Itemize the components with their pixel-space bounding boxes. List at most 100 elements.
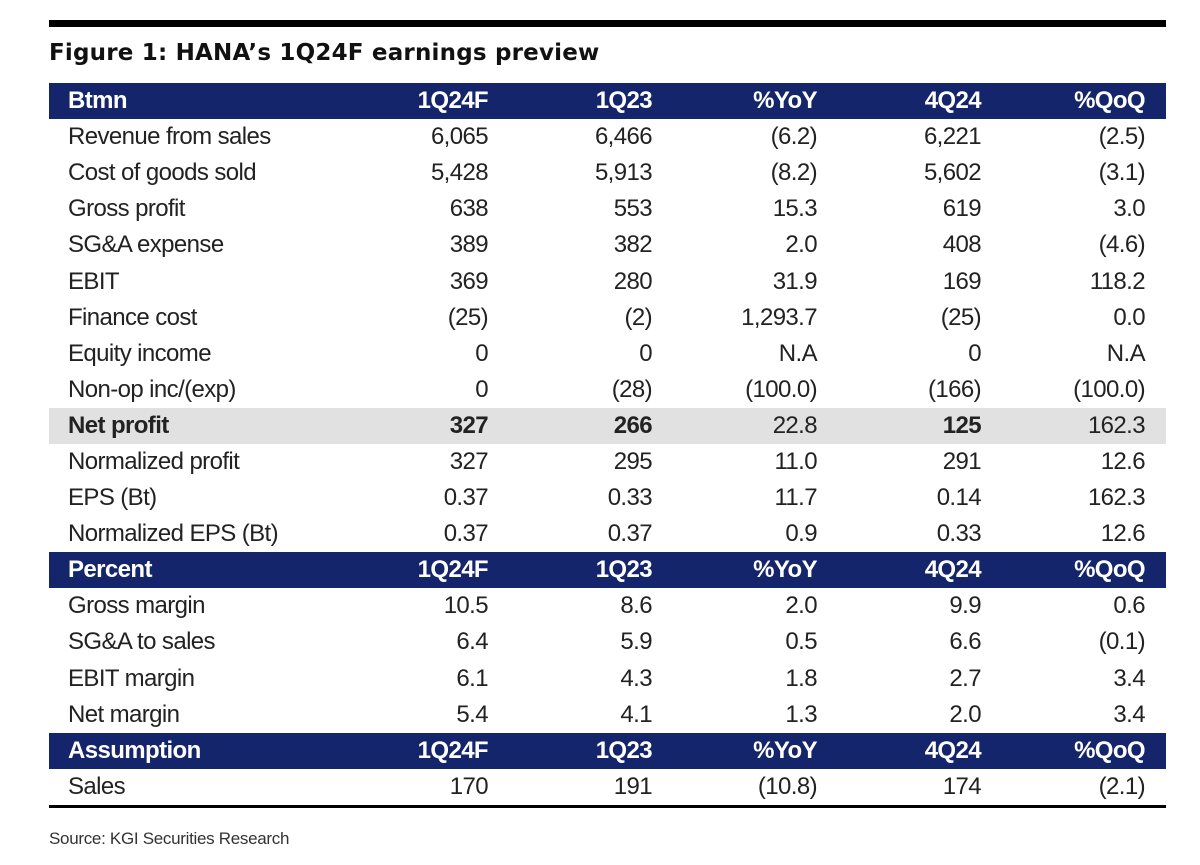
header-yoy: %YoY (753, 736, 817, 764)
cell-4q24: 9.9 (949, 592, 981, 620)
header-1q24f: 1Q24F (417, 87, 489, 115)
cell-yoy: (10.8) (757, 772, 818, 800)
header-qoq: %QoQ (1074, 736, 1146, 764)
cell-4q24: (25) (940, 303, 982, 331)
cell-yoy: 15.3 (772, 195, 818, 223)
cell-1q24f: 0 (475, 375, 488, 403)
header-yoy: %YoY (753, 87, 817, 115)
cell-qoq: (100.0) (1073, 375, 1145, 403)
table-row: Cost of goods sold 5,428 5,913 (8.2) 5,602 (3… (49, 155, 1166, 191)
cell-qoq: 162.3 (1087, 484, 1146, 512)
cell-4q24: 6.6 (949, 628, 981, 656)
cell-qoq: (3.1) (1098, 159, 1146, 187)
cell-1q24f: 0 (475, 339, 488, 367)
cell-yoy: 11.0 (774, 447, 817, 475)
source-note: Source: KGI Securities Research (49, 829, 290, 848)
table-row: SG&A expense 389 382 2.0 408 (4.6) (49, 227, 1166, 263)
cell-yoy: 1.8 (785, 664, 817, 692)
header-4q24: 4Q24 (924, 556, 982, 584)
cell-1q24f: 0.37 (443, 484, 489, 512)
cell-yoy: (8.2) (770, 159, 818, 187)
cell-1q24f: 389 (449, 231, 489, 259)
table-row: Finance cost (25) (2) 1,293.7 (25) 0.0 (49, 300, 1166, 336)
table-row: Normalized EPS (Bt) 0.37 0.37 0.9 0.33 12.6 (49, 516, 1166, 552)
cell-4q24: 0 (968, 339, 981, 367)
cell-1q23: 0 (639, 339, 652, 367)
cell-1q23: (2) (624, 303, 652, 331)
cell-qoq: 12.6 (1100, 447, 1146, 475)
cell-1q24f: 5.4 (456, 700, 488, 728)
header-yoy: %YoY (753, 556, 817, 584)
cell-1q24f: 10.5 (443, 592, 489, 620)
cell-label: Finance cost (68, 303, 197, 331)
cell-1q23: (28) (611, 375, 653, 403)
cell-1q24f: 638 (449, 195, 489, 223)
cell-1q24f: 6.4 (456, 628, 488, 656)
earnings-preview-table: Btmn 1Q24F 1Q23 %YoY 4Q24 %QoQ Revenue from sa… (49, 83, 1166, 808)
cell-1q24f: (25) (447, 303, 489, 331)
cell-qoq: 3.0 (1113, 195, 1145, 223)
cell-yoy: (100.0) (745, 375, 817, 403)
cell-qoq: 0.0 (1113, 303, 1145, 331)
cell-1q23: 0.33 (607, 484, 653, 512)
table-row: EBIT margin 6.1 4.3 1.8 2.7 3.4 (49, 661, 1166, 697)
cell-4q24: 291 (942, 447, 982, 475)
table-row: Non-op inc/(exp) 0 (28) (100.0) (166) (100.0) (49, 372, 1166, 408)
cell-1q24f: 0.37 (443, 520, 489, 548)
cell-qoq: 118.2 (1089, 267, 1146, 295)
figure-title: Figure 1: HANA’s 1Q24F earnings preview (49, 40, 600, 66)
cell-1q24f: 327 (449, 447, 489, 475)
cell-yoy: 1,293.7 (741, 303, 817, 331)
cell-4q24: 6,221 (923, 123, 982, 151)
cell-4q24: 5,602 (923, 159, 982, 187)
cell-label: Revenue from sales (68, 123, 271, 151)
cell-label: EBIT margin (68, 664, 195, 692)
section-header-row: Btmn 1Q24F 1Q23 %YoY 4Q24 %QoQ (49, 83, 1166, 120)
header-1q24f: 1Q24F (417, 736, 489, 764)
table-row: Revenue from sales 6,065 6,466 (6.2) 6,221 (2… (49, 119, 1166, 155)
cell-label: Net margin (68, 700, 180, 728)
cell-yoy: N.A (778, 339, 818, 367)
section-header-row: Assumption 1Q24F 1Q23 %YoY 4Q24 %QoQ (49, 732, 1166, 769)
cell-qoq: (0.1) (1098, 628, 1146, 656)
cell-1q23: 8.6 (620, 592, 652, 620)
cell-yoy: 11.7 (774, 484, 817, 512)
cell-qoq: (2.1) (1098, 772, 1146, 800)
cell-1q24f: 170 (449, 772, 489, 800)
cell-label: Cost of goods sold (68, 159, 257, 187)
cell-1q23: 280 (613, 267, 653, 295)
cell-4q24: 125 (942, 411, 982, 439)
cell-qoq: 3.4 (1113, 664, 1145, 692)
cell-yoy: (6.2) (770, 123, 818, 151)
cell-1q23: 191 (613, 772, 653, 800)
cell-1q24f: 6.1 (456, 664, 488, 692)
table-row: Net margin 5.4 4.1 1.3 2.0 3.4 (49, 697, 1166, 733)
cell-label: EBIT (68, 267, 120, 295)
cell-4q24: 408 (942, 231, 982, 259)
cell-label: Non-op inc/(exp) (68, 375, 236, 403)
highlight-row: Net profit 327 266 22.8 125 162.3 (49, 407, 1166, 444)
cell-1q23: 4.3 (620, 664, 652, 692)
header-4q24: 4Q24 (924, 736, 982, 764)
cell-qoq: (2.5) (1098, 123, 1146, 151)
cell-yoy: 31.9 (772, 267, 818, 295)
top-rule (49, 20, 1166, 27)
cell-1q23: 295 (613, 447, 653, 475)
cell-qoq: N.A (1106, 339, 1146, 367)
cell-label: Sales (68, 772, 126, 800)
header-1q23: 1Q23 (595, 556, 653, 584)
cell-yoy: 1.3 (785, 700, 817, 728)
cell-4q24: 619 (942, 195, 982, 223)
cell-4q24: 2.7 (949, 664, 981, 692)
section-header-row: Percent 1Q24F 1Q23 %YoY 4Q24 %QoQ (49, 552, 1166, 589)
cell-1q23: 5.9 (620, 628, 652, 656)
cell-yoy: 2.0 (785, 592, 817, 620)
cell-1q24f: 369 (449, 267, 489, 295)
cell-4q24: 169 (942, 267, 982, 295)
header-label: Percent (68, 556, 152, 584)
cell-1q23: 553 (613, 195, 653, 223)
cell-label: Equity income (68, 339, 212, 367)
table-row: SG&A to sales 6.4 5.9 0.5 6.6 (0.1) (49, 624, 1166, 660)
cell-4q24: 174 (942, 772, 982, 800)
table-row: EPS (Bt) 0.37 0.33 11.7 0.14 162.3 (49, 480, 1166, 516)
